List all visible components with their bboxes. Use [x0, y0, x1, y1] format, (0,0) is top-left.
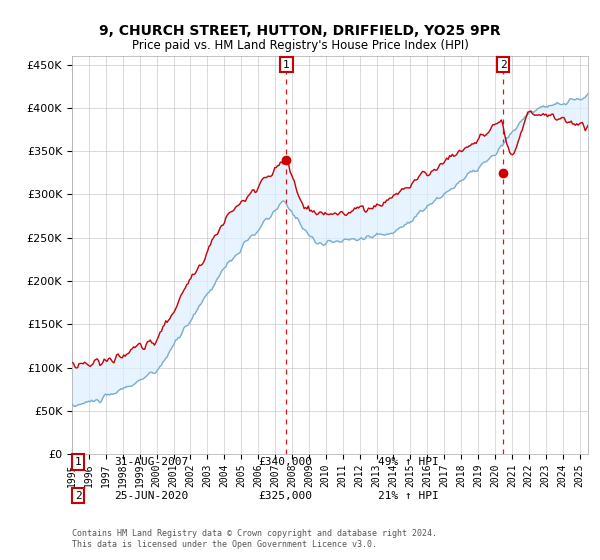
Text: 9, CHURCH STREET, HUTTON, DRIFFIELD, YO25 9PR: 9, CHURCH STREET, HUTTON, DRIFFIELD, YO2… [99, 24, 501, 38]
Text: 1: 1 [74, 457, 82, 467]
Text: 21% ↑ HPI: 21% ↑ HPI [378, 491, 439, 501]
Text: 2: 2 [500, 60, 506, 69]
Text: Price paid vs. HM Land Registry's House Price Index (HPI): Price paid vs. HM Land Registry's House … [131, 39, 469, 53]
Text: 1: 1 [283, 60, 290, 69]
Text: £325,000: £325,000 [258, 491, 312, 501]
Text: 25-JUN-2020: 25-JUN-2020 [114, 491, 188, 501]
Text: Contains HM Land Registry data © Crown copyright and database right 2024.
This d: Contains HM Land Registry data © Crown c… [72, 529, 437, 549]
Text: 49% ↑ HPI: 49% ↑ HPI [378, 457, 439, 467]
Text: 31-AUG-2007: 31-AUG-2007 [114, 457, 188, 467]
Text: 2: 2 [74, 491, 82, 501]
Text: £340,000: £340,000 [258, 457, 312, 467]
